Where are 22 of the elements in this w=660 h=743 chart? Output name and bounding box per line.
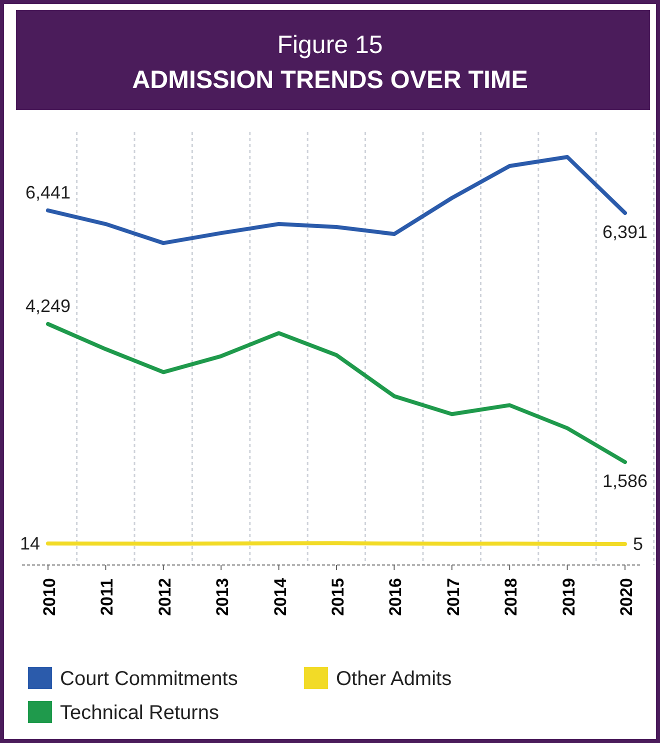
chart-subtitle: ADMISSION TRENDS OVER TIME: [132, 66, 528, 94]
x-tick-label: 2015: [328, 578, 348, 616]
x-tick-label: 2011: [98, 578, 117, 616]
legend-label: Court Commitments: [60, 668, 238, 690]
x-tick-label: 2014: [270, 578, 290, 616]
x-tick-label: 2017: [444, 578, 463, 616]
x-tick-label: 2018: [502, 578, 521, 616]
chart-title: Figure 15: [277, 31, 383, 59]
x-tick-label: 2010: [40, 578, 59, 616]
legend-label: Other Admits: [336, 668, 452, 690]
x-tick-label: 2019: [559, 578, 578, 616]
data-label: 4,249: [25, 296, 71, 316]
data-label: 5: [633, 534, 644, 554]
legend-label: Technical Returns: [60, 702, 219, 724]
x-tick-label: 2016: [386, 578, 406, 616]
data-label: 1,586: [602, 471, 648, 492]
data-label: 6,391: [602, 222, 648, 242]
x-tick-label: 2013: [213, 578, 232, 616]
data-label: 6,441: [25, 182, 71, 202]
data-label: 14: [20, 534, 40, 554]
x-tick-label: 2012: [155, 578, 174, 616]
x-tick-label: 2020: [617, 578, 636, 616]
